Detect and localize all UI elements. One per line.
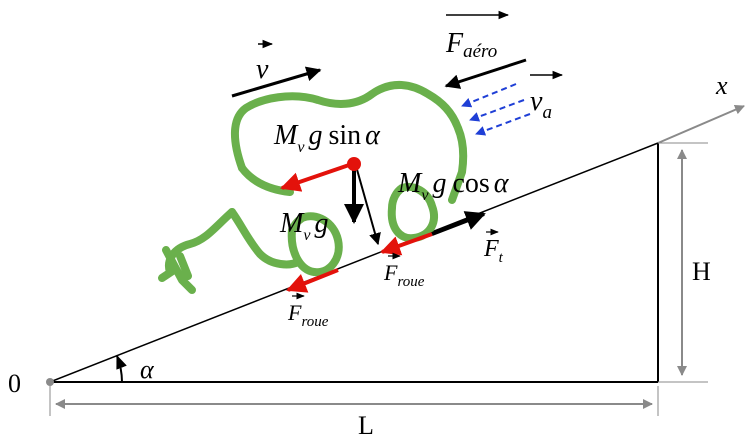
incline-line: [49, 142, 659, 383]
wheel-force-label-rear: Froue: [287, 300, 329, 330]
origin-label: 0: [8, 369, 21, 398]
wheel-force-arrow-front: [380, 232, 433, 256]
sin-component-label: Mv g sin α: [273, 120, 381, 156]
height-label: H: [692, 257, 711, 286]
x-axis-label: x: [715, 71, 728, 100]
traction-force-label: Ft: [483, 236, 504, 266]
angle-arc: [116, 354, 127, 383]
length-label: L: [358, 411, 374, 439]
velocity-arrow: [231, 66, 322, 98]
angle-label: α: [140, 355, 155, 384]
air-velocity-arrow-3: [475, 113, 531, 136]
wheel-force-arrow-rear: [286, 268, 339, 293]
air-velocity-arrow-1: [461, 83, 517, 108]
cos-component-label: Mv g cos α: [397, 168, 510, 204]
car-outline: [158, 81, 468, 294]
air-velocity-label: va: [530, 86, 552, 123]
weight-label: Mv g: [279, 208, 328, 244]
velocity-label: v: [256, 54, 269, 85]
aero-force-label: Faéro: [445, 28, 497, 62]
traction-force-arrow: [431, 211, 486, 236]
wheel-force-label-front: Froue: [383, 260, 425, 290]
origin-point: [46, 378, 54, 386]
aero-force-arrow: [444, 58, 527, 89]
x-axis-extension: [657, 104, 745, 144]
cos-component-arrow: [355, 165, 381, 246]
sin-component-arrow: [280, 162, 353, 192]
air-velocity-arrow-2: [469, 99, 525, 122]
center-of-mass: [347, 157, 361, 171]
